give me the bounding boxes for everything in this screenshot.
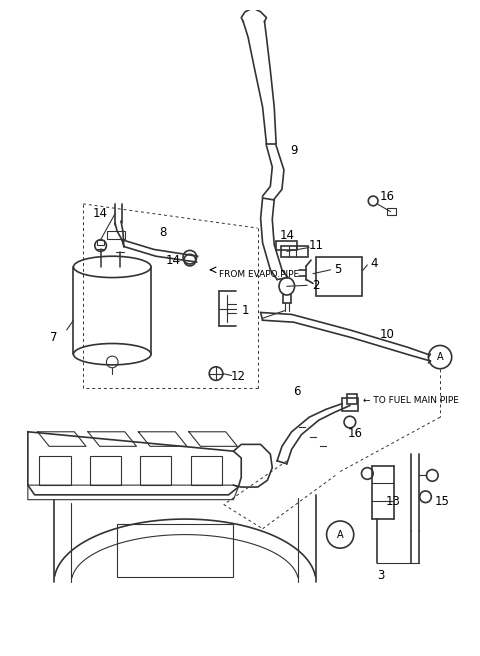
Text: 6: 6 [293, 384, 300, 398]
Bar [140, 456, 171, 485]
Text: 16: 16 [379, 190, 394, 203]
Bar [387, 208, 396, 215]
Text: ← TO FUEL MAIN PIPE: ← TO FUEL MAIN PIPE [363, 396, 459, 405]
Text: 14: 14 [279, 230, 294, 242]
Text: 11: 11 [309, 239, 324, 252]
Text: 14: 14 [166, 254, 181, 266]
Bar [281, 245, 308, 257]
Bar [316, 257, 362, 296]
Bar [39, 456, 71, 485]
Bar [90, 456, 121, 485]
Text: 15: 15 [434, 495, 449, 508]
Text: 12: 12 [231, 370, 246, 383]
Text: 16: 16 [347, 427, 362, 440]
Text: A: A [437, 352, 444, 362]
Text: 10: 10 [379, 328, 394, 341]
Bar [96, 239, 105, 245]
Bar [108, 231, 125, 239]
Text: 8: 8 [159, 226, 167, 239]
Bar [342, 398, 358, 411]
Text: A: A [337, 529, 344, 540]
Text: 14: 14 [93, 207, 108, 220]
Bar [347, 394, 357, 403]
Bar [276, 241, 298, 251]
Text: 2: 2 [312, 279, 320, 292]
Text: 13: 13 [386, 495, 401, 508]
Text: 4: 4 [371, 258, 378, 270]
Text: 1: 1 [241, 304, 249, 317]
Text: 7: 7 [50, 331, 58, 344]
Text: 3: 3 [377, 569, 384, 582]
Text: FROM EVAPO.PIPE: FROM EVAPO.PIPE [219, 270, 299, 279]
Text: 5: 5 [335, 263, 342, 276]
Bar [191, 456, 222, 485]
Text: 9: 9 [290, 144, 297, 157]
Bar [117, 524, 233, 577]
